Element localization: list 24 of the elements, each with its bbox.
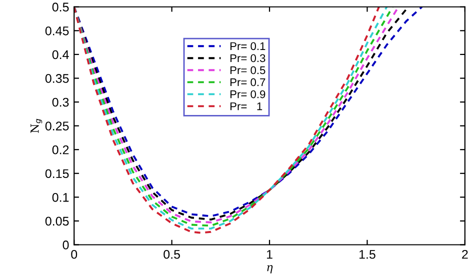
y-tick-label: 0.15 bbox=[45, 169, 69, 178]
y-tick-label: 0.25 bbox=[45, 122, 69, 130]
x-axis-title: η bbox=[267, 265, 273, 274]
legend-label: Pr= 0.3 bbox=[230, 54, 266, 62]
y-tick-label: 0.5 bbox=[52, 2, 69, 12]
x-tick-label: 1 bbox=[266, 250, 272, 259]
y-tick-label: 0.2 bbox=[52, 145, 69, 154]
legend-label: Pr= 1 bbox=[230, 102, 262, 110]
legend-label: Pr= 0.9 bbox=[230, 90, 266, 98]
legend-label: Pr= 0.7 bbox=[230, 78, 266, 86]
y-tick-label: 0.3 bbox=[52, 98, 69, 107]
y-axis-title: N$_{g}$ bbox=[30, 118, 42, 133]
y-tick-label: 0.4 bbox=[52, 50, 69, 60]
x-tick-label: 0.5 bbox=[164, 250, 180, 259]
y-tick-label: 0 bbox=[62, 240, 69, 250]
y-tick-label: 0.35 bbox=[45, 74, 69, 83]
x-tick-label: 2 bbox=[462, 250, 468, 259]
x-tick-label: 0 bbox=[71, 250, 78, 259]
legend-label: Pr= 0.5 bbox=[230, 66, 266, 74]
x-tick-label: 1.5 bbox=[359, 250, 376, 259]
legend-label: Pr= 0.1 bbox=[230, 42, 266, 50]
y-tick-label: 0.05 bbox=[45, 216, 69, 226]
y-tick-label: 0.45 bbox=[45, 26, 69, 36]
y-tick-label: 0.1 bbox=[52, 192, 69, 202]
